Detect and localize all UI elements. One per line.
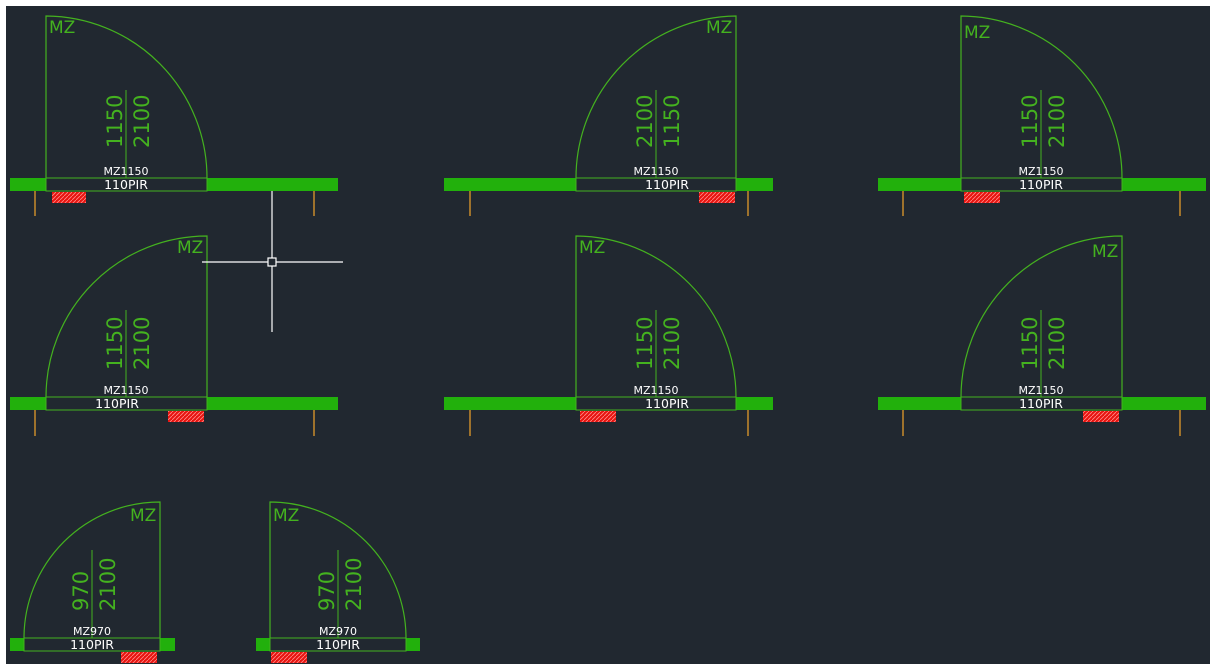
fire-rating-hatch — [168, 411, 204, 422]
door-block-mz1150[interactable]: MZ 1150 2100 MZ1150 110PIR — [10, 235, 338, 436]
door-block-mz1150[interactable]: MZ 2100 1150 MZ1150 110PIR — [444, 15, 773, 216]
fire-rating-hatch — [121, 652, 157, 663]
wall-segment-right — [160, 638, 175, 651]
door-leaf-swing — [960, 235, 1123, 398]
fire-rating-hatch — [964, 192, 1000, 203]
wall-segment-right — [207, 397, 338, 410]
height-dimension: 2100 — [633, 95, 657, 148]
fire-rating-hatch — [271, 652, 307, 663]
door-block-mz970[interactable]: MZ 970 2100 MZ970 110PIR — [256, 501, 420, 663]
door-code-label: MZ1150 — [633, 384, 678, 397]
width-dimension: 970 — [69, 571, 93, 611]
mz-label: MZ — [130, 506, 156, 526]
height-dimension: 2100 — [660, 317, 684, 370]
mz-label: MZ — [964, 23, 990, 43]
door-code-label: MZ1150 — [1018, 165, 1063, 178]
wall-segment-right — [1122, 397, 1206, 410]
fire-rating-hatch — [52, 192, 86, 203]
wall-segment-left — [878, 397, 961, 410]
wall-segment-right — [736, 178, 773, 191]
height-dimension: 2100 — [342, 558, 366, 611]
wall-segment-left — [10, 638, 24, 651]
door-leaf-swing — [45, 235, 208, 398]
wall-segment-right — [736, 397, 773, 410]
width-dimension: 970 — [315, 571, 339, 611]
door-type-label: 110PIR — [1019, 177, 1063, 192]
cad-drawing-viewport[interactable]: MZ 1150 2100 MZ1150 110PIR MZ 2100 1150 … — [6, 6, 1210, 664]
crosshair-cursor-icon — [202, 191, 343, 332]
door-code-label: MZ1150 — [103, 165, 148, 178]
mz-label: MZ — [177, 238, 203, 258]
door-block-mz970[interactable]: MZ 970 2100 MZ970 110PIR — [10, 501, 175, 663]
wall-segment-left — [878, 178, 961, 191]
wall-segment-left — [444, 178, 576, 191]
wall-segment-left — [10, 397, 46, 410]
door-block-mz1150[interactable]: MZ 1150 2100 MZ1150 110PIR — [10, 15, 338, 216]
fire-rating-hatch — [580, 411, 616, 422]
width-dimension: 1150 — [1018, 95, 1042, 148]
door-type-label: 110PIR — [316, 637, 360, 652]
door-code-label: MZ1150 — [633, 165, 678, 178]
mz-label: MZ — [706, 18, 732, 38]
width-dimension: 1150 — [103, 95, 127, 148]
fire-rating-hatch — [699, 192, 735, 203]
wall-segment-left — [10, 178, 46, 191]
door-code-label: MZ970 — [319, 625, 357, 638]
height-dimension: 2100 — [1045, 95, 1069, 148]
width-dimension: 1150 — [660, 95, 684, 148]
height-dimension: 2100 — [130, 317, 154, 370]
door-block-mz1150[interactable]: MZ 1150 2100 MZ1150 110PIR — [444, 235, 773, 436]
door-leaf-swing — [269, 501, 407, 639]
door-type-label: 110PIR — [645, 396, 689, 411]
door-leaf-swing — [45, 15, 208, 179]
height-dimension: 2100 — [130, 95, 154, 148]
width-dimension: 1150 — [633, 317, 657, 370]
wall-segment-right — [207, 178, 338, 191]
height-dimension: 2100 — [96, 558, 120, 611]
door-leaf-swing — [960, 15, 1123, 179]
pickbox-icon — [267, 257, 277, 267]
mz-label: MZ — [579, 238, 605, 258]
door-leaf-swing — [575, 235, 737, 398]
mz-label: MZ — [273, 506, 299, 526]
mz-label: MZ — [1092, 242, 1118, 262]
height-dimension: 2100 — [1045, 317, 1069, 370]
wall-segment-right — [406, 638, 420, 651]
wall-segment-left — [444, 397, 576, 410]
door-type-label: 110PIR — [645, 177, 689, 192]
mz-label: MZ — [49, 18, 75, 38]
door-type-label: 110PIR — [104, 177, 148, 192]
fire-rating-hatch — [1083, 411, 1119, 422]
door-type-label: 110PIR — [95, 396, 139, 411]
door-block-mz1150[interactable]: MZ 1150 2100 MZ1150 110PIR — [878, 235, 1206, 436]
door-leaf-swing — [23, 501, 161, 639]
width-dimension: 1150 — [103, 317, 127, 370]
door-type-label: 110PIR — [70, 637, 114, 652]
door-leaf-swing — [575, 15, 737, 179]
door-code-label: MZ1150 — [1018, 384, 1063, 397]
door-code-label: MZ970 — [73, 625, 111, 638]
door-type-label: 110PIR — [1019, 396, 1063, 411]
door-block-mz1150[interactable]: MZ 1150 2100 MZ1150 110PIR — [878, 15, 1206, 216]
wall-segment-left — [256, 638, 270, 651]
door-code-label: MZ1150 — [103, 384, 148, 397]
width-dimension: 1150 — [1018, 317, 1042, 370]
wall-segment-right — [1122, 178, 1206, 191]
